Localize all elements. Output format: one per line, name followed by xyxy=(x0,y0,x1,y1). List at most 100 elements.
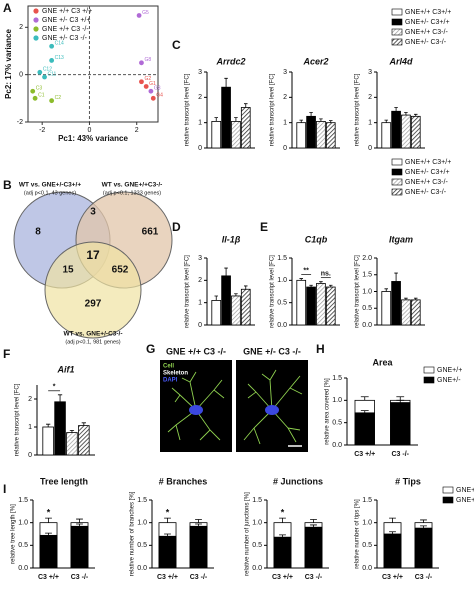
error-bar xyxy=(214,295,219,301)
error-bar xyxy=(360,410,369,413)
legend-swatch xyxy=(442,496,454,504)
venn-count: 3 xyxy=(90,207,96,218)
bar xyxy=(78,425,90,456)
y-tick-label: 1.0 xyxy=(277,277,287,284)
bar xyxy=(306,286,316,326)
chart-title: Arrdc2 xyxy=(215,56,245,66)
bar xyxy=(390,402,411,446)
bar xyxy=(240,288,251,326)
y-tick-label: 1.0 xyxy=(362,288,372,295)
error-bar xyxy=(299,278,304,281)
legend-label: GNE+/- C3-/- xyxy=(405,39,447,46)
x-tick-label: -2 xyxy=(39,127,45,134)
y-tick-label: 1.5 xyxy=(277,255,287,262)
error-bar xyxy=(195,523,202,527)
bar xyxy=(401,299,411,326)
venn-count: 661 xyxy=(142,227,159,238)
panel-label: A xyxy=(3,1,12,15)
x-axis-label: Pc1: 43% variance xyxy=(58,134,128,143)
chart-title: Itgam xyxy=(389,234,413,244)
bar xyxy=(306,115,316,149)
panel-label: C xyxy=(172,38,181,52)
point-label: G1 xyxy=(149,81,156,87)
bar xyxy=(316,121,326,149)
legend-swatch xyxy=(391,38,403,46)
y-tick-label: 1 xyxy=(283,120,287,127)
error-bar xyxy=(384,288,389,292)
y-axis-label: relative number of junctions [%] xyxy=(245,492,251,576)
panel-label: H xyxy=(316,342,325,356)
venn-count: 8 xyxy=(35,227,41,238)
bar xyxy=(158,535,177,569)
x-tick-label: C3 -/- xyxy=(415,574,433,581)
bar xyxy=(381,122,392,149)
bar xyxy=(273,536,292,569)
legend-label: GNE +/+ C3 -/- xyxy=(42,26,89,33)
y-axis-label: relative transcript level [FC] xyxy=(355,255,361,328)
y-tick-label: 1.0 xyxy=(332,397,342,404)
plot-frame xyxy=(27,5,159,123)
data-point xyxy=(49,43,55,49)
channel-label: Skeleton xyxy=(163,371,188,377)
data-point xyxy=(139,60,144,66)
y-tick-label: 2 xyxy=(28,396,32,403)
x-tick-label: C3 +/+ xyxy=(354,451,375,458)
venn-set-subtitle: (adj p<0.1, 981 genes) xyxy=(65,339,120,345)
venn-count: 297 xyxy=(85,299,102,310)
y-tick-label: 1 xyxy=(28,424,32,431)
panel-label: F xyxy=(3,347,10,361)
point-label: G4 xyxy=(156,93,163,99)
legend-swatch xyxy=(391,28,403,36)
error-bar xyxy=(394,107,398,112)
legend-swatch xyxy=(442,486,454,494)
error-bar xyxy=(360,396,369,401)
cell-skeleton xyxy=(167,369,303,445)
data-point xyxy=(30,88,36,94)
y-tick-label: 0.0 xyxy=(18,565,28,572)
bar xyxy=(221,86,231,149)
y-tick-label: 3 xyxy=(368,69,372,76)
venn-count: 17 xyxy=(86,248,100,262)
error-bar xyxy=(413,113,418,117)
chart-title: # Junctions xyxy=(273,476,323,486)
error-bar xyxy=(45,532,52,536)
panel-label: B xyxy=(3,178,12,192)
bar xyxy=(316,283,326,326)
error-bar xyxy=(195,519,202,523)
legend-swatch xyxy=(391,158,403,166)
y-tick-label: 2.0 xyxy=(362,255,372,262)
chart-title: Tree length xyxy=(40,476,88,486)
y-tick-label: 0.0 xyxy=(362,322,372,329)
y-tick-label: 1.0 xyxy=(137,520,147,527)
y-tick-label: 0.5 xyxy=(277,300,287,307)
y-axis-label: relative transcript level [FC] xyxy=(270,255,276,328)
y-tick-label: 0.0 xyxy=(137,565,147,572)
chart-title: Area xyxy=(372,357,393,367)
legend-label: GNE +/- C3 +/+ xyxy=(42,17,90,24)
chart-title: Aif1 xyxy=(56,364,74,374)
legend-swatch xyxy=(33,8,39,14)
error-bar xyxy=(384,119,389,123)
error-bar xyxy=(224,77,228,88)
error-bar xyxy=(234,117,238,122)
error-bar xyxy=(310,524,317,528)
error-bar xyxy=(389,531,396,534)
legend-swatch xyxy=(33,17,39,23)
bar xyxy=(296,279,307,326)
y-tick-label: 1 xyxy=(198,120,202,127)
panel-label: E xyxy=(260,220,268,234)
y-tick-label: 0 xyxy=(28,452,32,459)
chart-title: Il-1β xyxy=(222,234,241,244)
data-point xyxy=(139,79,144,85)
x-tick-label: C3 -/- xyxy=(71,574,89,581)
bar xyxy=(325,286,336,326)
x-tick-label: C3 -/- xyxy=(190,574,208,581)
x-tick-label: C3 +/+ xyxy=(157,574,178,581)
point-label: C3 xyxy=(36,86,43,92)
y-tick-label: 0 xyxy=(283,145,287,152)
bar xyxy=(381,291,392,326)
error-bar xyxy=(404,297,408,300)
error-bar xyxy=(243,285,248,290)
bar xyxy=(189,525,208,569)
y-tick-label: 0.5 xyxy=(137,542,147,549)
